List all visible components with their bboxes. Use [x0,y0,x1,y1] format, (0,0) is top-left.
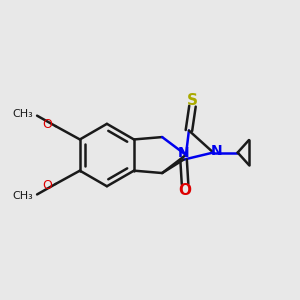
Text: O: O [178,183,192,198]
Text: S: S [187,93,198,108]
Text: N: N [178,146,189,161]
Text: CH₃: CH₃ [13,110,34,119]
Text: O: O [42,179,52,192]
Text: N: N [211,144,223,158]
Text: CH₃: CH₃ [13,190,34,201]
Text: O: O [42,118,52,131]
